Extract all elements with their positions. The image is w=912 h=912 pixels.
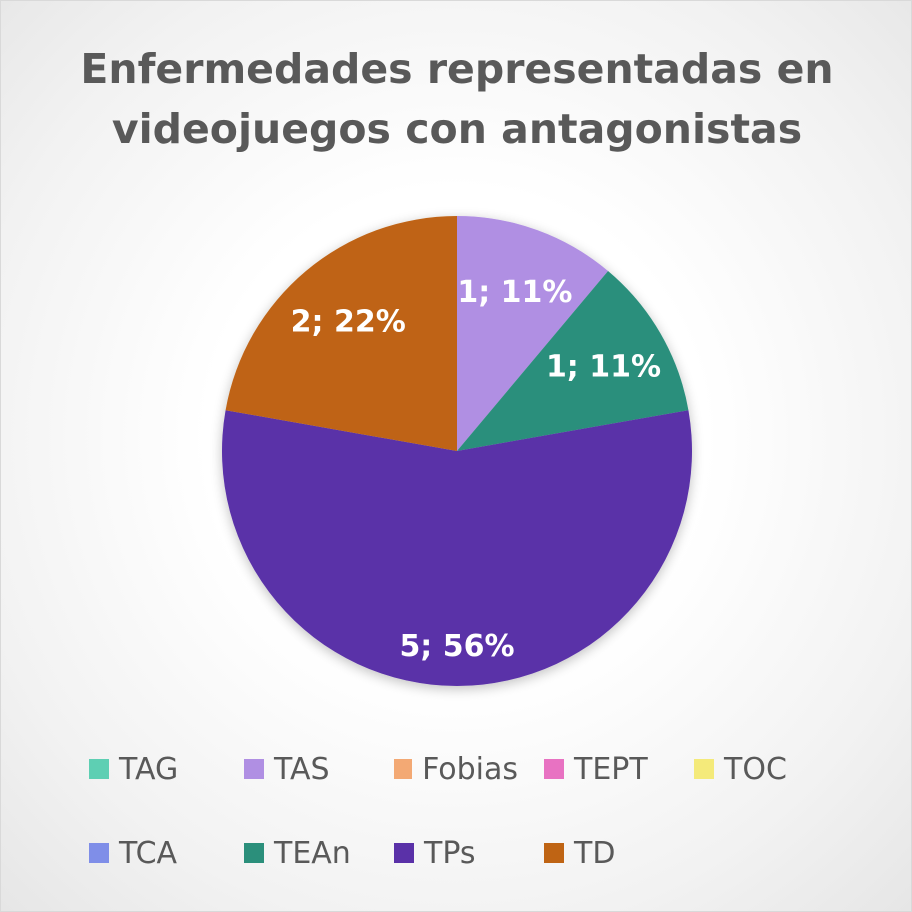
legend-item-td: TD: [544, 833, 638, 873]
legend-item-toc: TOC: [694, 749, 788, 789]
legend-item-tca: TCA: [89, 833, 218, 873]
pie-slice-tps: [221, 410, 692, 686]
legend-item-tean: TEAn: [244, 833, 368, 873]
legend-swatch: [394, 759, 413, 779]
legend-swatch: [694, 759, 714, 779]
data-label-tean: 1; 11%: [546, 349, 661, 384]
pie-slice-td: [225, 215, 457, 451]
data-label-td: 2; 22%: [291, 304, 406, 339]
legend-swatch: [544, 759, 564, 779]
legend-label: Fobias: [422, 751, 518, 787]
legend-label: TCA: [119, 835, 178, 871]
data-label-tps: 5; 56%: [399, 629, 514, 664]
chart-title: Enfermedades representadas en videojuego…: [80, 45, 834, 153]
legend-item-tas: TAS: [244, 749, 368, 789]
pie-slice-tean: [457, 270, 689, 451]
legend-swatch: [394, 843, 414, 863]
legend-label: TD: [574, 835, 616, 871]
legend-label: TAG: [119, 751, 179, 787]
legend-swatch: [89, 759, 109, 779]
legend-label: TEAn: [274, 835, 351, 871]
data-label-tas: 1; 11%: [457, 275, 572, 310]
pie-slice-tas: [457, 216, 609, 451]
legend-label: TPs: [424, 835, 476, 871]
legend-swatch: [244, 759, 264, 779]
legend: TAG TAS Fobias TEPT TOC TCA TEAn TPs TD: [89, 749, 849, 873]
legend-label: TAS: [274, 751, 330, 787]
legend-swatch: [89, 843, 109, 863]
legend-label: TOC: [724, 751, 787, 787]
legend-item-tps: TPs: [394, 833, 518, 873]
legend-swatch: [244, 843, 264, 863]
legend-swatch: [544, 843, 564, 863]
legend-item-fobias: Fobias: [394, 749, 518, 789]
legend-item-tag: TAG: [89, 749, 218, 789]
legend-item-tept: TEPT: [544, 749, 668, 789]
legend-label: TEPT: [574, 751, 648, 787]
